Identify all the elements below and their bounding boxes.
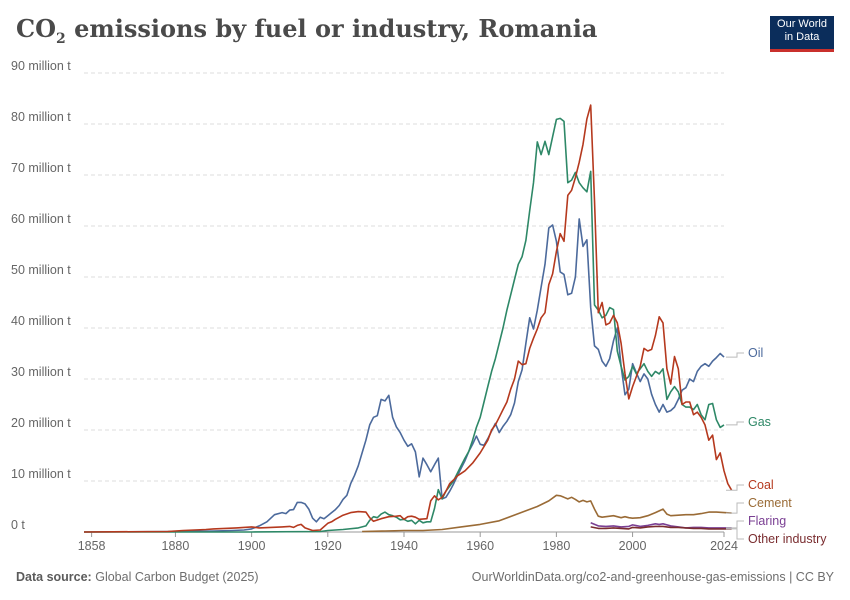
x-tick-label: 2024 [710, 539, 738, 553]
y-tick-label: 30 million t [11, 365, 71, 379]
x-tick-label: 1880 [162, 539, 190, 553]
y-tick-label: 10 million t [11, 467, 71, 481]
series-labels: Oil Gas Coal Cement Flaring Other industry [726, 346, 827, 546]
chart-title: CO2 emissions by fuel or industry, Roman… [16, 14, 598, 47]
source-link[interactable]: OurWorldinData.org/co2-and-greenhouse-ga… [471, 570, 834, 584]
x-tick-label: 2000 [619, 539, 647, 553]
series-line-flaring[interactable] [590, 522, 732, 529]
series-line-gas[interactable] [84, 117, 725, 533]
y-tick-label: 80 million t [11, 110, 71, 124]
x-tick-label: 1858 [78, 539, 106, 553]
y-axis-ticks: 0 t 10 million t 20 million t 30 million t 4… [11, 59, 71, 532]
x-tick-label: 1920 [314, 539, 342, 553]
series-label-cement[interactable]: Cement [748, 496, 792, 510]
y-tick-label: 50 million t [11, 263, 71, 277]
label-connector [726, 484, 744, 491]
series-line-other-industry[interactable] [590, 525, 732, 530]
owid-logo[interactable]: Our World in Data [770, 16, 834, 52]
label-connector [726, 528, 744, 540]
label-connector [726, 421, 744, 426]
x-tick-label: 1980 [542, 539, 570, 553]
x-tick-label: 1900 [238, 539, 266, 553]
series-line-cement[interactable] [362, 494, 732, 533]
series-label-flaring[interactable]: Flaring [748, 514, 786, 528]
series-label-coal[interactable]: Coal [748, 478, 774, 492]
x-axis: 1858 1880 1900 1920 1940 1960 1980 2000 2024 [78, 531, 738, 553]
y-tick-label: 90 million t [11, 59, 71, 73]
label-connector [726, 502, 744, 514]
x-tick-label: 1960 [466, 539, 494, 553]
grid-lines [84, 72, 724, 482]
y-tick-label: 40 million t [11, 314, 71, 328]
y-tick-label: 20 million t [11, 416, 71, 430]
y-tick-label: 70 million t [11, 161, 71, 175]
series-line-coal[interactable] [83, 104, 733, 533]
series-lines [83, 104, 733, 533]
series-label-gas[interactable]: Gas [748, 415, 771, 429]
x-tick-label: 1940 [390, 539, 418, 553]
series-label-oil[interactable]: Oil [748, 346, 763, 360]
label-connector [726, 520, 744, 529]
y-tick-label: 0 t [11, 518, 25, 532]
series-label-other-industry[interactable]: Other industry [748, 532, 827, 546]
logo-line-2: in Data [784, 31, 820, 43]
label-connector [726, 352, 744, 358]
y-tick-label: 60 million t [11, 212, 71, 226]
logo-line-1: Our World [777, 18, 827, 30]
data-source: Data source: Global Carbon Budget (2025) [16, 570, 259, 584]
series-line-oil[interactable] [83, 218, 725, 533]
